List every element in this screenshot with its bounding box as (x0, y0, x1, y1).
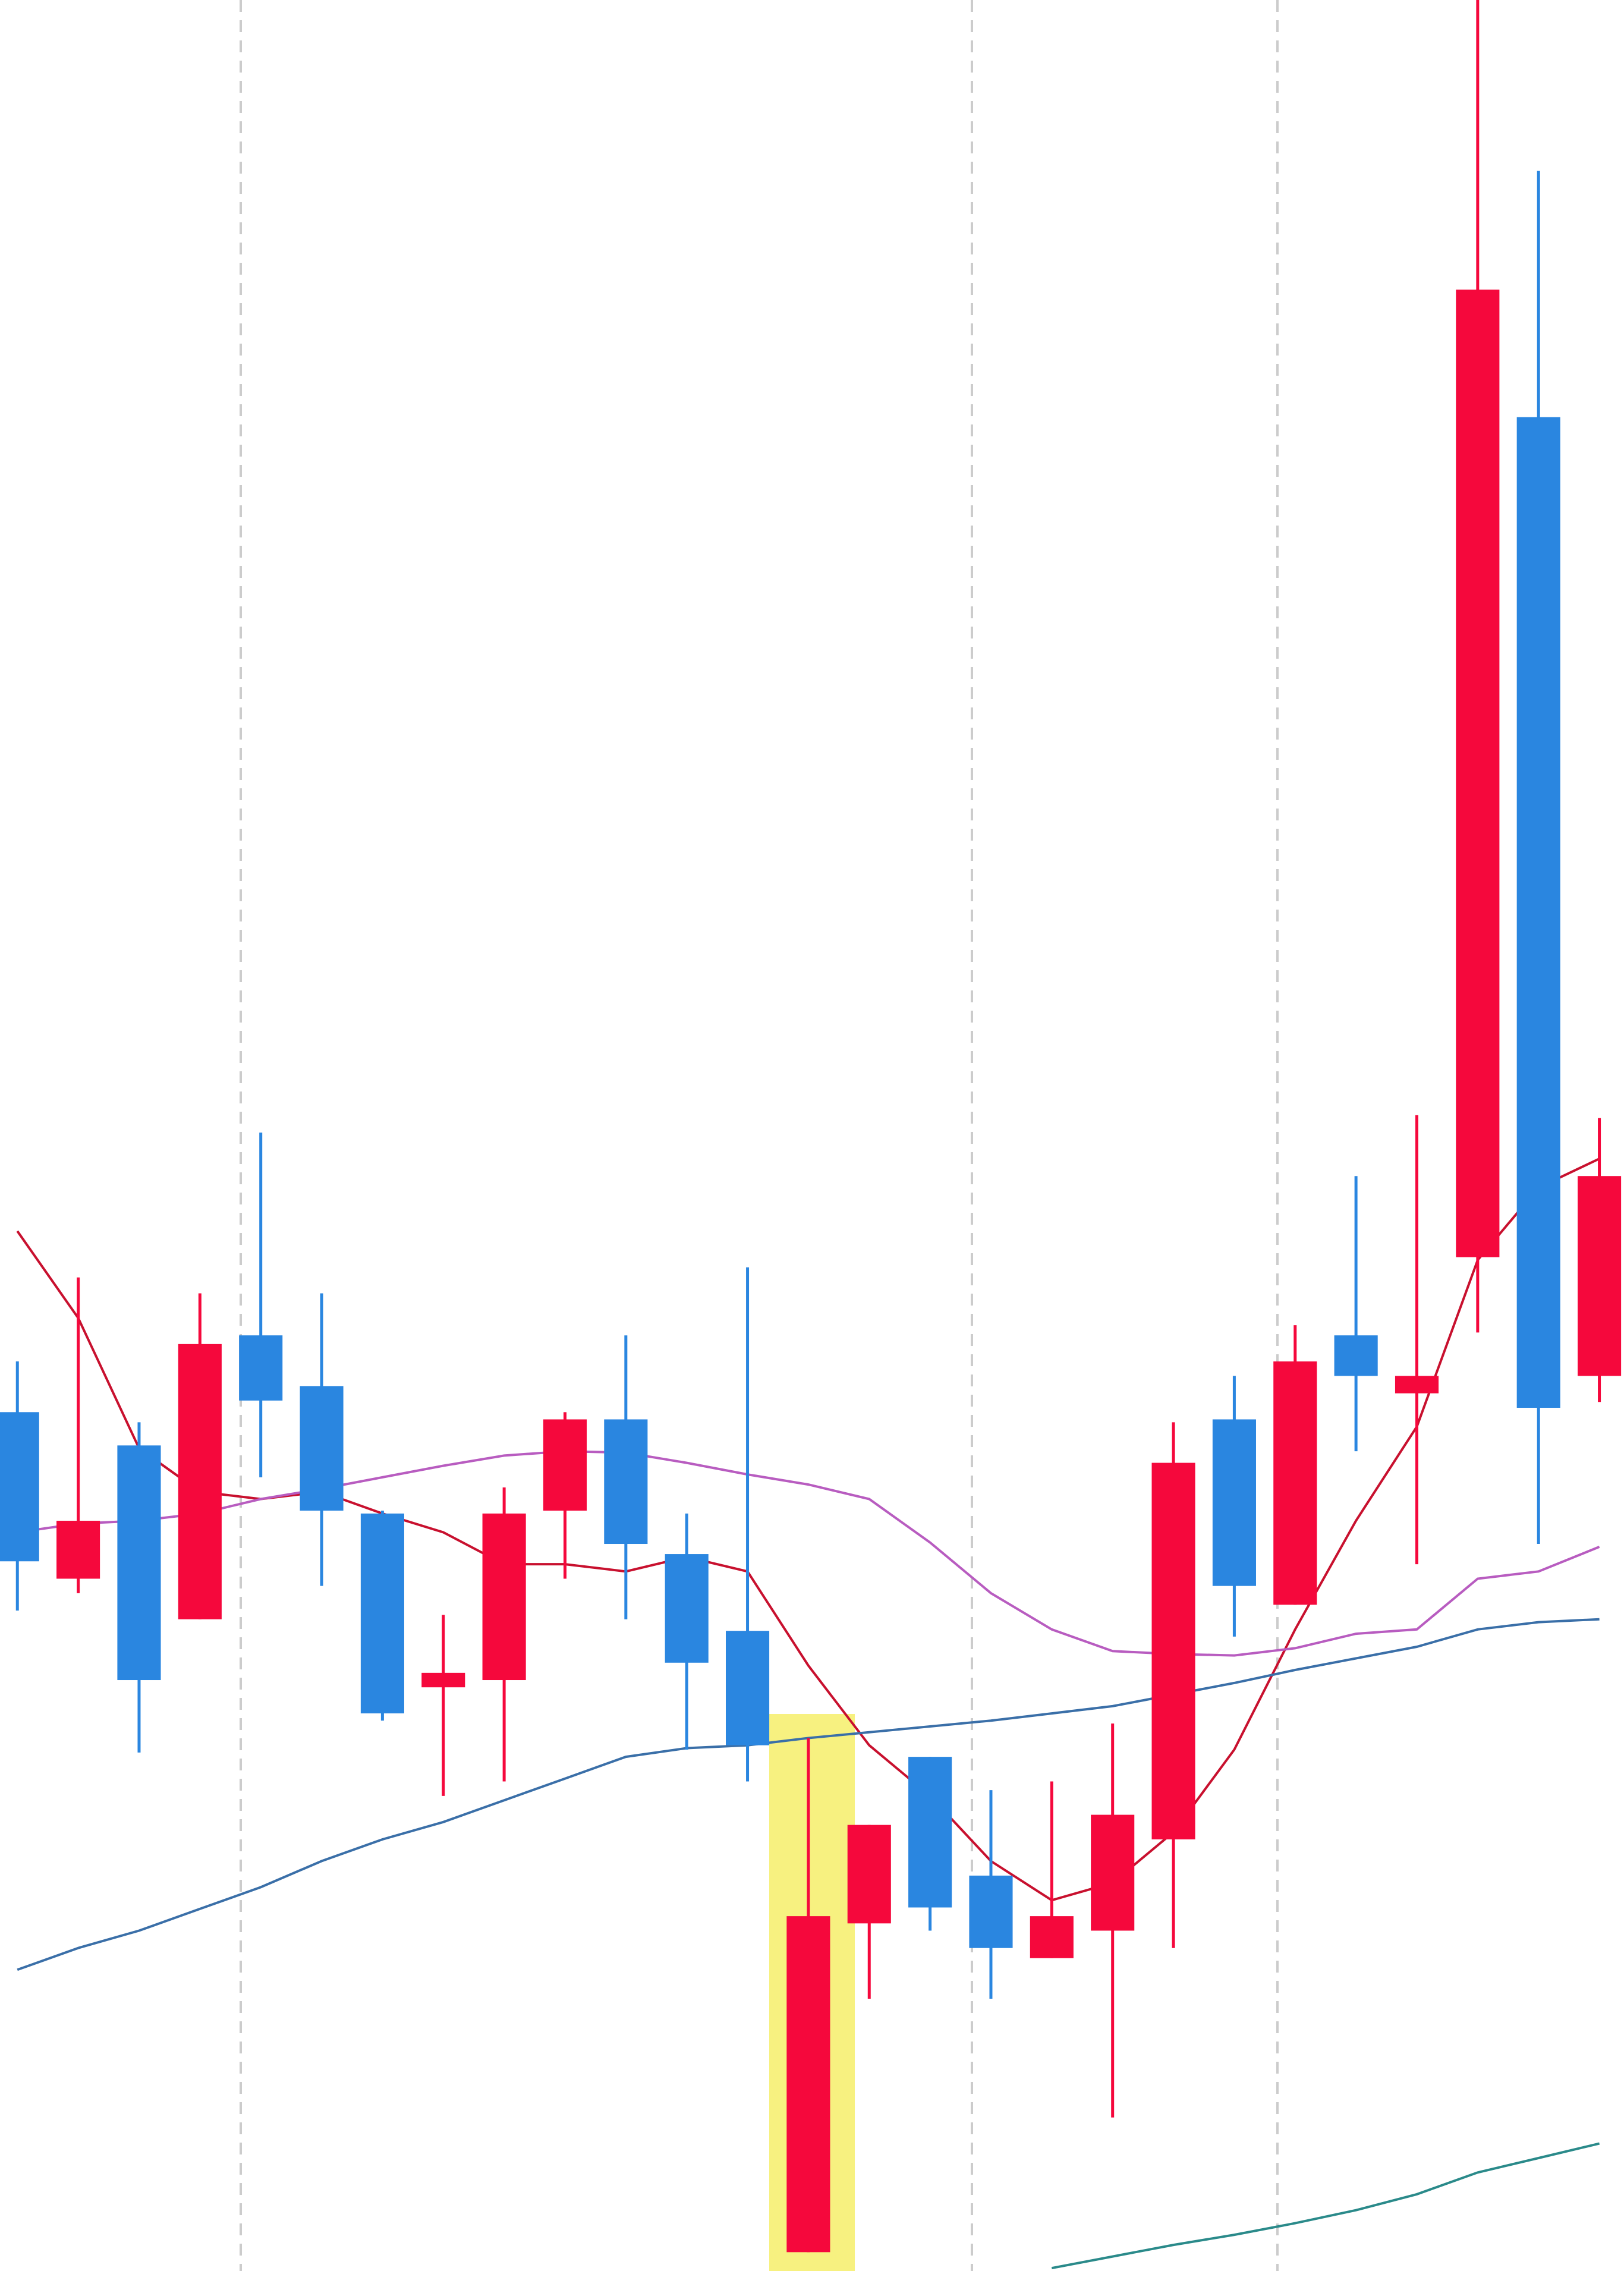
candle-body (1578, 1176, 1622, 1376)
candle-body (1030, 1916, 1074, 1958)
candle-body (1212, 1419, 1256, 1586)
candle-body (847, 1825, 891, 1924)
candle-body (604, 1419, 648, 1545)
moving-average-line (17, 1450, 1600, 1657)
candle-body (908, 1757, 952, 1908)
candle-body (786, 1916, 830, 2253)
candle-body (969, 1875, 1013, 1948)
candle-body (239, 1335, 283, 1401)
candle-body (1334, 1335, 1378, 1376)
candle-body (117, 1445, 161, 1681)
candle-body (1395, 1376, 1439, 1394)
candle-body (725, 1631, 770, 1745)
candle-body (421, 1672, 465, 1688)
candle-body (1516, 417, 1560, 1408)
candle-body (1273, 1361, 1317, 1605)
moving-average-line (1051, 2142, 1600, 2270)
candle-body (178, 1344, 222, 1619)
candle-body (300, 1386, 344, 1511)
candle-body (665, 1554, 709, 1663)
candle-body (1456, 290, 1500, 1257)
candle-body (1091, 1814, 1135, 1931)
candle-body (56, 1521, 100, 1579)
candle-body (360, 1513, 404, 1714)
candle-body (543, 1419, 587, 1511)
candle-body (0, 1412, 39, 1562)
candle-body (482, 1513, 526, 1681)
candle-body (1151, 1462, 1195, 1840)
